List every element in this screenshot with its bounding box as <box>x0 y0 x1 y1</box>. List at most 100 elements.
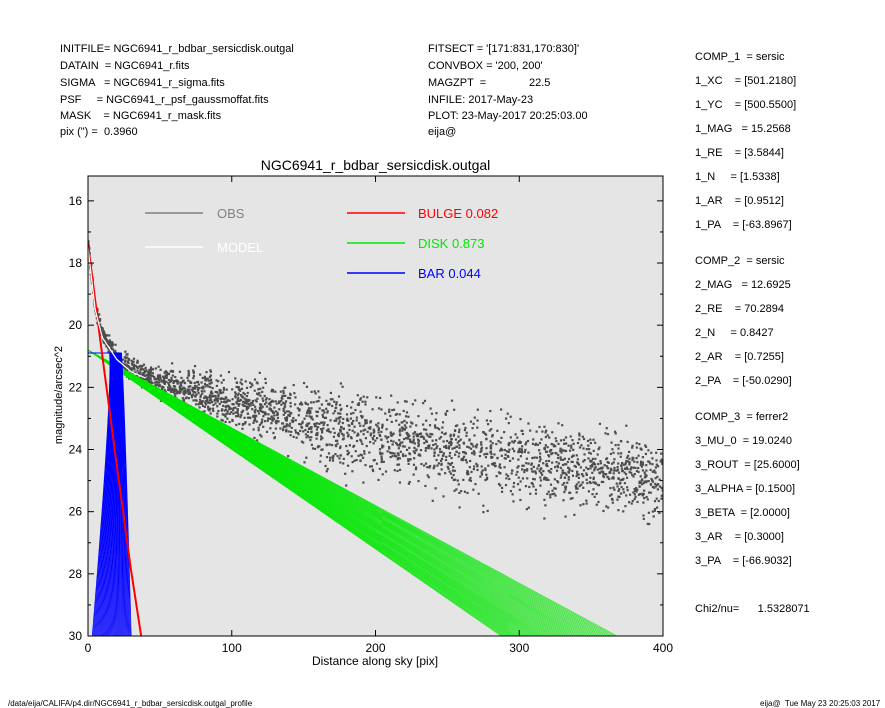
obs-point <box>235 423 238 427</box>
obs-point <box>269 427 272 430</box>
obs-point <box>544 444 547 447</box>
obs-point <box>528 485 531 489</box>
obs-point <box>177 390 180 393</box>
obs-point <box>585 473 588 477</box>
comp3-mu0: 3_MU_0 = 19.0240 <box>695 435 792 447</box>
obs-point <box>453 489 456 492</box>
obs-point <box>574 485 577 488</box>
obs-point <box>209 394 212 397</box>
obs-point <box>412 463 416 466</box>
obs-point <box>430 412 434 415</box>
obs-point <box>275 410 278 413</box>
obs-point <box>433 465 436 469</box>
obs-point <box>252 421 255 424</box>
obs-point <box>519 417 522 421</box>
obs-point <box>221 413 224 416</box>
obs-point <box>208 399 212 402</box>
obs-point <box>636 500 639 504</box>
obs-point <box>158 378 161 381</box>
obs-point <box>212 409 215 413</box>
obs-point <box>331 404 334 408</box>
obs-point <box>151 368 155 371</box>
obs-point <box>545 460 548 463</box>
obs-point <box>254 408 257 411</box>
obs-point <box>475 443 479 446</box>
obs-point <box>326 403 330 406</box>
obs-point <box>641 493 644 496</box>
obs-point <box>453 469 456 472</box>
obs-point <box>551 431 554 434</box>
obs-point <box>207 385 210 388</box>
obs-point <box>136 366 140 369</box>
obs-point <box>641 461 644 464</box>
obs-point <box>518 447 521 450</box>
obs-point <box>194 399 197 402</box>
obs-point <box>329 431 332 434</box>
obs-point <box>346 431 349 434</box>
obs-point <box>321 415 325 419</box>
obs-point <box>220 409 224 412</box>
obs-point <box>203 410 206 413</box>
obs-point <box>395 455 398 458</box>
obs-point <box>520 448 523 451</box>
obs-point <box>398 468 402 471</box>
obs-point <box>644 445 648 448</box>
obs-point <box>345 445 348 448</box>
obs-point <box>197 403 200 406</box>
obs-point <box>191 390 194 393</box>
obs-point <box>533 456 536 459</box>
obs-point <box>187 374 190 377</box>
obs-point <box>102 341 105 344</box>
comp3-ar: 3_AR = [0.3000] <box>695 531 784 543</box>
obs-point <box>123 363 126 366</box>
obs-point <box>225 412 228 415</box>
obs-point <box>521 464 524 467</box>
obs-point <box>469 476 472 480</box>
obs-point <box>631 458 634 462</box>
obs-point <box>422 402 425 405</box>
obs-point <box>649 491 652 494</box>
obs-point <box>403 437 406 441</box>
obs-point <box>655 451 658 454</box>
obs-point <box>126 353 129 356</box>
obs-point <box>419 454 422 457</box>
obs-point <box>446 410 449 413</box>
obs-point <box>454 438 458 441</box>
obs-point <box>538 442 542 445</box>
obs-point <box>155 381 159 384</box>
obs-point <box>347 451 351 454</box>
obs-point <box>485 447 488 450</box>
obs-point <box>334 453 337 456</box>
obs-point <box>577 476 581 480</box>
obs-point <box>511 447 514 450</box>
obs-point <box>207 407 210 410</box>
obs-point <box>147 372 150 375</box>
obs-point <box>339 382 343 385</box>
obs-point <box>262 399 265 402</box>
obs-point <box>186 376 189 379</box>
obs-point <box>211 386 214 390</box>
obs-point <box>495 442 498 446</box>
obs-point <box>440 431 444 434</box>
obs-point <box>260 435 263 438</box>
obs-point <box>282 407 285 411</box>
obs-point <box>305 414 308 417</box>
obs-point <box>196 389 200 392</box>
obs-point <box>547 469 550 472</box>
obs-point <box>512 441 515 444</box>
obs-point <box>321 437 324 440</box>
obs-point <box>504 483 508 487</box>
obs-point <box>422 436 425 439</box>
obs-point <box>545 477 548 480</box>
obs-point <box>506 454 509 458</box>
obs-point <box>283 425 286 428</box>
obs-point <box>325 407 328 410</box>
obs-point <box>655 497 658 500</box>
obs-point <box>219 389 222 392</box>
obs-point <box>351 460 354 464</box>
obs-point <box>582 460 585 463</box>
obs-point <box>571 460 574 464</box>
obs-point <box>209 391 212 394</box>
obs-point <box>160 380 164 383</box>
obs-point <box>198 401 201 404</box>
